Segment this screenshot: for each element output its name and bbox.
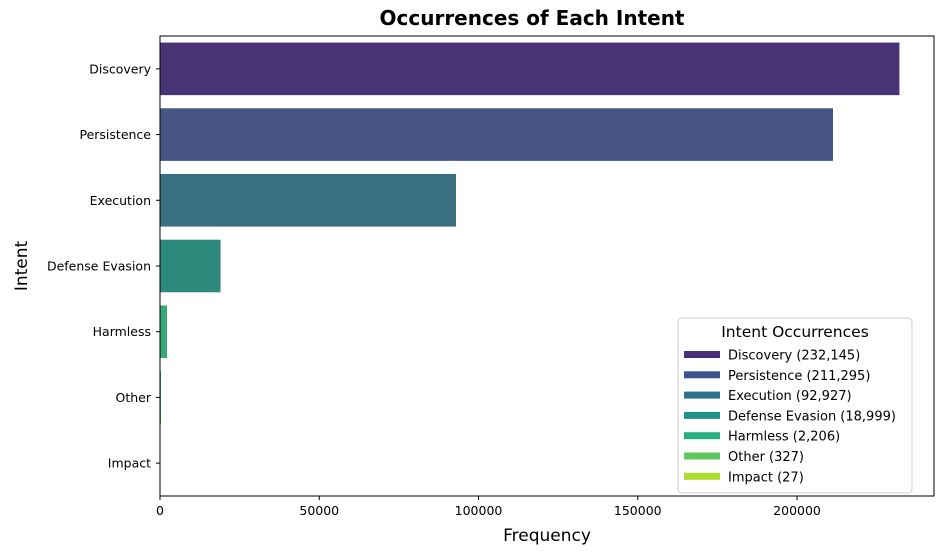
y-axis-ticks: Discovery Persistence Execution Defense Eva… bbox=[47, 61, 160, 471]
y-tick-label: Execution bbox=[90, 193, 151, 208]
legend-entries: Discovery (232,145) Persistence (211,295)… bbox=[684, 349, 896, 485]
legend-swatch bbox=[684, 371, 720, 379]
bar-persistence bbox=[160, 108, 834, 161]
x-tick-label: 150000 bbox=[614, 503, 662, 518]
y-tick-label: Other bbox=[116, 390, 152, 405]
plot-frame bbox=[159, 35, 935, 497]
y-axis-label: Intent bbox=[12, 240, 32, 291]
legend-box bbox=[677, 317, 913, 494]
legend-swatch bbox=[684, 432, 720, 440]
x-tick-label: 100000 bbox=[455, 503, 503, 518]
legend-entry-label: Harmless (2,206) bbox=[728, 430, 840, 445]
bar-discovery bbox=[160, 42, 900, 96]
y-tick-label: Defense Evasion bbox=[47, 259, 151, 274]
legend-entry-label: Defense Evasion (18,999) bbox=[728, 409, 896, 424]
y-tick-label: Persistence bbox=[80, 127, 152, 142]
bar-harmless bbox=[160, 305, 168, 358]
y-tick-label: Impact bbox=[108, 456, 151, 471]
legend-entry-label: Impact (27) bbox=[728, 470, 804, 485]
bar-defense-evasion bbox=[160, 239, 221, 293]
x-axis-ticks: 0 50000 100000 150000 200000 bbox=[156, 496, 821, 518]
legend-entry-label: Execution (92,927) bbox=[728, 389, 852, 404]
legend-title: Intent Occurrences bbox=[721, 323, 869, 341]
legend-entry-label: Discovery (232,145) bbox=[728, 349, 860, 364]
legend-entry-label: Persistence (211,295) bbox=[728, 369, 870, 384]
legend: Intent Occurrences Discovery (232,145) Pe… bbox=[677, 317, 913, 494]
legend-swatch bbox=[684, 452, 720, 460]
legend-swatch bbox=[684, 391, 720, 399]
chart-title: Occurrences of Each Intent bbox=[380, 6, 685, 30]
legend-swatch bbox=[684, 472, 720, 480]
x-tick-label: 50000 bbox=[299, 503, 339, 518]
x-tick-label: 200000 bbox=[773, 503, 821, 518]
legend-entry-label: Other (327) bbox=[728, 450, 804, 465]
y-tick-label: Harmless bbox=[93, 324, 151, 339]
y-tick-label: Discovery bbox=[89, 61, 151, 76]
bar-execution bbox=[160, 174, 456, 227]
legend-swatch bbox=[684, 411, 720, 419]
x-axis-label: Frequency bbox=[503, 526, 591, 546]
bar-other bbox=[160, 371, 162, 424]
bars-group bbox=[160, 42, 900, 490]
x-tick-label: 0 bbox=[156, 503, 164, 518]
legend-swatch bbox=[684, 351, 720, 358]
